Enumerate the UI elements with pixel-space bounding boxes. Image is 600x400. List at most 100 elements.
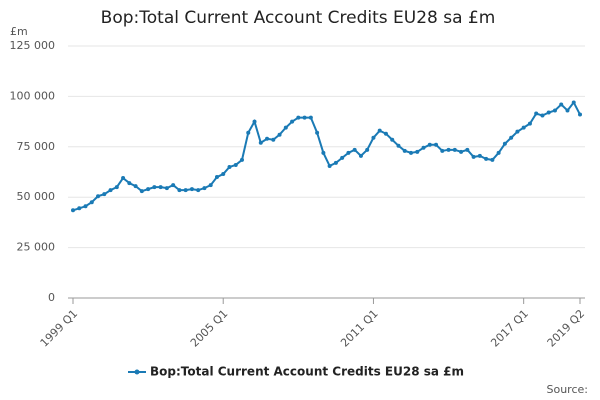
data-point	[302, 115, 307, 120]
data-point	[152, 185, 157, 190]
x-tick-label: 2017 Q1	[488, 307, 531, 350]
data-point	[246, 130, 251, 135]
data-point	[164, 186, 169, 191]
data-point	[440, 148, 445, 153]
data-point	[296, 115, 301, 120]
source: Source:	[547, 383, 589, 396]
data-point	[477, 153, 482, 158]
data-point	[427, 142, 432, 147]
x-tick-label: 1999 Q1	[38, 307, 81, 350]
data-point	[333, 160, 338, 165]
data-point	[502, 141, 507, 146]
data-point	[96, 194, 101, 199]
data-point	[277, 132, 282, 137]
data-point	[102, 192, 107, 197]
data-point	[327, 163, 332, 168]
data-point	[509, 135, 514, 140]
y-unit: £m	[10, 25, 28, 38]
data-point	[308, 115, 313, 120]
data-point	[390, 137, 395, 142]
data-point	[202, 186, 207, 191]
legend-label: Bop:Total Current Account Credits EU28 s…	[150, 365, 464, 379]
data-point	[127, 181, 132, 186]
data-point	[89, 200, 94, 205]
data-point	[446, 147, 451, 152]
data-point	[71, 208, 75, 213]
data-point	[496, 150, 501, 155]
data-point	[189, 187, 194, 192]
data-point	[114, 185, 119, 190]
data-point	[371, 135, 376, 140]
y-tick-label: 100 000	[10, 89, 56, 102]
data-point	[121, 176, 126, 181]
data-point	[321, 150, 326, 155]
data-point	[415, 149, 420, 154]
data-point	[183, 188, 188, 193]
data-point	[77, 206, 82, 211]
y-tick-label: 125 000	[10, 39, 56, 52]
data-point	[383, 131, 388, 136]
data-point	[484, 156, 489, 161]
data-point	[340, 155, 345, 160]
chart-title: Bop:Total Current Account Credits EU28 s…	[101, 8, 496, 28]
data-point	[196, 188, 201, 193]
data-point	[290, 119, 295, 124]
data-point	[227, 164, 232, 169]
data-point	[240, 157, 244, 162]
data-point	[83, 204, 88, 209]
data-point	[265, 136, 270, 141]
data-point	[571, 100, 576, 105]
data-point	[465, 147, 470, 152]
data-point	[434, 142, 439, 147]
data-point	[315, 130, 320, 135]
data-point	[139, 189, 144, 194]
data-point	[578, 112, 582, 117]
x-tick-label: 2011 Q1	[338, 307, 381, 350]
data-point	[565, 108, 570, 113]
data-point	[452, 147, 457, 152]
data-point	[540, 113, 545, 118]
x-tick-label: 2019 Q2	[545, 307, 588, 350]
data-point	[208, 183, 213, 188]
data-point	[534, 111, 539, 116]
data-point	[252, 119, 257, 124]
data-point	[346, 150, 351, 155]
data-point	[402, 148, 407, 153]
y-tick-label: 25 000	[17, 241, 56, 254]
y-tick-label: 50 000	[17, 190, 56, 203]
data-point	[527, 121, 532, 126]
data-point	[177, 188, 182, 193]
data-point	[552, 108, 557, 113]
data-point	[409, 150, 413, 155]
y-tick-label: 0	[48, 291, 55, 304]
data-point	[108, 188, 113, 193]
data-point	[146, 187, 151, 192]
data-point	[352, 147, 357, 152]
data-point	[358, 153, 363, 158]
legend-marker	[134, 369, 140, 375]
data-point	[233, 162, 238, 167]
data-point	[396, 143, 401, 148]
data-point	[546, 110, 551, 115]
data-point	[133, 184, 138, 189]
data-point	[459, 149, 464, 154]
data-point	[283, 125, 288, 130]
data-point	[214, 175, 219, 180]
data-point	[471, 154, 476, 159]
data-point	[377, 128, 382, 133]
data-point	[490, 157, 495, 162]
data-point	[221, 172, 226, 177]
data-point	[365, 147, 370, 152]
data-point	[421, 145, 426, 150]
data-point	[559, 102, 564, 107]
y-tick-label: 75 000	[17, 140, 56, 153]
data-point	[271, 137, 276, 142]
data-point	[171, 183, 176, 188]
data-point	[158, 185, 163, 190]
data-point	[515, 129, 520, 134]
x-tick-label: 2005 Q1	[188, 307, 231, 350]
data-point	[521, 125, 526, 130]
series-line	[72, 100, 581, 212]
data-point	[258, 140, 263, 145]
